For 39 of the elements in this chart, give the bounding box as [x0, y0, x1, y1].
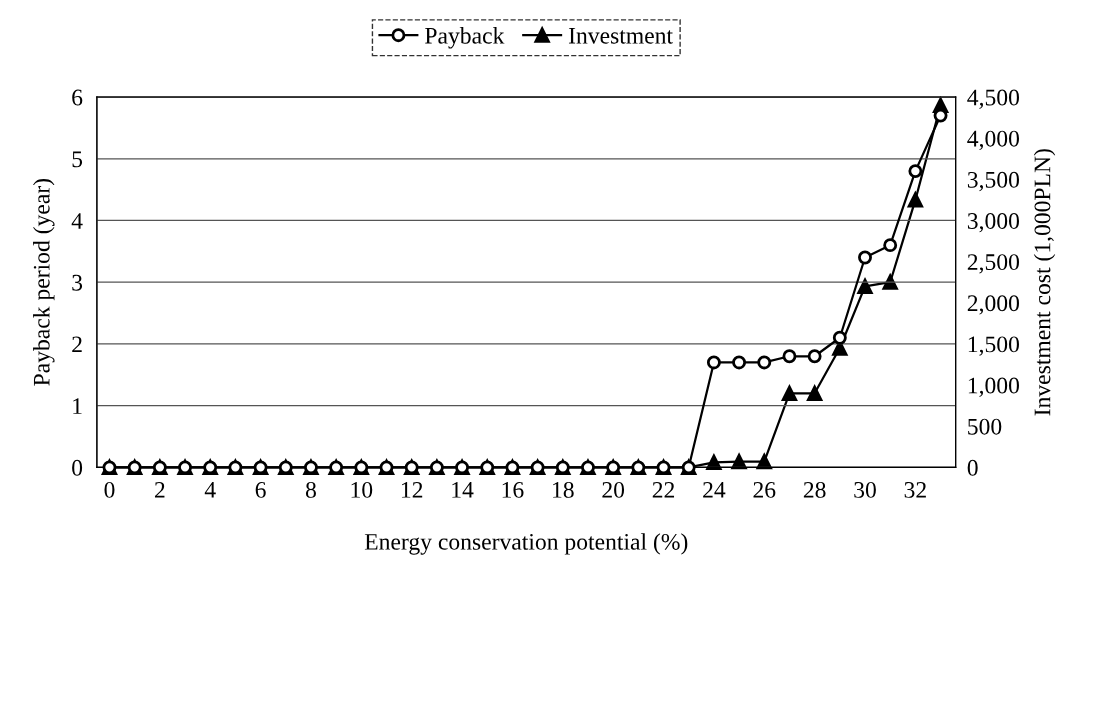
y-tick-label: 5 — [72, 151, 83, 168]
y2-tick-label: 500 — [968, 418, 1002, 435]
x-tick-label: 20 — [602, 481, 625, 498]
y2-axis-title: Investment cost (1,000PLN) — [1033, 149, 1056, 416]
y-tick-label: 4 — [71, 213, 83, 229]
y2-tick-label: 3,500 — [967, 171, 1019, 192]
y2-tick-label: 1,000 — [968, 377, 1019, 397]
x-tick-label: 4 — [204, 482, 216, 498]
legend-label: Payback — [425, 27, 505, 49]
x-tick-label: 22 — [652, 481, 675, 498]
y2-tick-label: 4,000 — [967, 130, 1019, 151]
x-axis-title: Energy conservation potential (%) — [364, 533, 688, 555]
x-tick-label: 6 — [255, 481, 266, 498]
x-tick-label: 12 — [401, 481, 423, 498]
x-tick-label: 14 — [452, 482, 474, 498]
y-tick-label: 3 — [72, 274, 83, 291]
y-tick-label: 1 — [73, 398, 82, 414]
y-axis-title: Payback period (year) — [33, 179, 55, 386]
x-tick-label: 0 — [104, 481, 115, 498]
x-tick-label: 26 — [753, 481, 776, 498]
x-tick-label: 28 — [803, 481, 826, 498]
y2-tick-label: 0 — [967, 459, 978, 476]
y2-tick-label: 2,000 — [967, 295, 1019, 315]
y2-tick-label: 2,500 — [967, 254, 1019, 274]
legend-label: Investment — [568, 28, 673, 44]
x-tick-label: 8 — [305, 481, 316, 498]
x-tick-label: 18 — [553, 481, 574, 498]
y2-tick-label: 3,000 — [967, 212, 1019, 233]
x-tick-label: 24 — [703, 481, 726, 498]
x-tick-label: 30 — [854, 481, 876, 498]
x-tick-label: 2 — [154, 481, 165, 498]
y-tick-label: 6 — [72, 89, 83, 106]
y-tick-label: 2 — [72, 336, 82, 353]
y2-tick-label: 4,500 — [967, 89, 1019, 109]
x-tick-label: 16 — [502, 481, 524, 498]
y2-tick-label: 1,500 — [968, 336, 1019, 356]
y-tick-label: 0 — [72, 459, 83, 476]
x-tick-label: 10 — [351, 481, 373, 498]
x-tick-label: 32 — [904, 481, 926, 498]
